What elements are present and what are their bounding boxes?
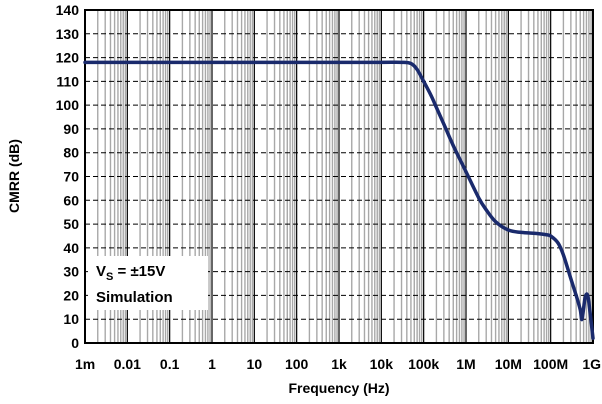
- annotation-box: VS = ±15V Simulation: [88, 256, 208, 310]
- y-tick-label: 0: [71, 335, 79, 351]
- annotation-simulation: Simulation: [96, 289, 173, 306]
- y-tick-label: 100: [56, 97, 80, 113]
- y-tick-label: 20: [63, 287, 79, 303]
- annotation-background: [88, 256, 208, 310]
- y-tick-label: 90: [63, 121, 79, 137]
- x-tick-label: 1k: [331, 356, 347, 372]
- x-tick-label: 10M: [495, 356, 522, 372]
- x-tick-label: 10: [247, 356, 263, 372]
- y-tick-label: 110: [56, 73, 79, 89]
- x-axis-title: Frequency (Hz): [288, 380, 389, 396]
- x-tick-label: 1M: [456, 356, 475, 372]
- y-tick-label: 130: [56, 26, 80, 42]
- x-tick-label: 100M: [533, 356, 568, 372]
- plot-frame: [84, 9, 594, 344]
- y-tick-label: 10: [63, 311, 79, 327]
- cmrr-series-line: [83, 60, 595, 340]
- x-tick-labels: 1m 0.01 0.1 1 10 100 1k 10k 100k 1M 10M 100M 1G: [75, 356, 601, 372]
- x-tick-label: 1m: [75, 356, 95, 372]
- x-tick-label: 1G: [582, 356, 601, 372]
- y-tick-label: 120: [56, 50, 80, 66]
- y-tick-label: 140: [56, 2, 80, 18]
- y-tick-labels: 0 10 20 30 40 50 60 70 80 90 100 110 120 130 140: [56, 2, 80, 351]
- y-axis-title: CMRR (dB): [6, 139, 22, 213]
- x-tick-label: 1: [208, 356, 216, 372]
- y-tick-label: 60: [63, 192, 79, 208]
- x-tick-label: 0.01: [114, 356, 141, 372]
- y-tick-label: 40: [63, 240, 79, 256]
- annotation-supply-main: V: [96, 263, 106, 280]
- y-tick-label: 30: [63, 264, 79, 280]
- y-tick-label: 50: [63, 216, 79, 232]
- x-tick-label: 10k: [370, 356, 394, 372]
- annotation-supply-rest: = ±15V: [113, 263, 165, 280]
- annotation-supply-subscript: S: [106, 271, 113, 283]
- annotation-supply: VS = ±15V: [96, 263, 165, 283]
- x-tick-label: 0.1: [160, 356, 180, 372]
- y-tick-label: 70: [63, 169, 79, 185]
- x-tick-label: 100k: [408, 356, 439, 372]
- x-tick-label: 100: [285, 356, 309, 372]
- y-tick-label: 80: [63, 145, 79, 161]
